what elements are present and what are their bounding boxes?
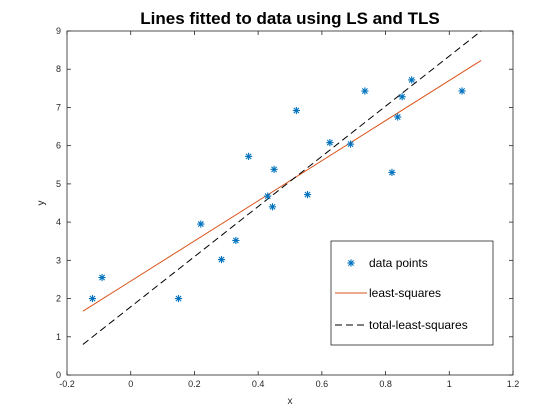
y-tick-label: 8 (56, 64, 61, 74)
legend-label: total-least-squares (369, 318, 468, 332)
x-axis: -0.2 0 0.2 0.4 0.6 0.8 1 1.2 (59, 31, 519, 389)
data-point (88, 294, 97, 303)
data-point (197, 220, 205, 228)
data-point (232, 236, 240, 245)
x-axis-label: x (288, 396, 293, 407)
data-point (270, 165, 278, 173)
x-tick-label: 0.6 (316, 379, 329, 389)
data-point (303, 190, 312, 199)
data-point (388, 168, 396, 177)
data-point (264, 192, 272, 200)
data-point (217, 255, 226, 264)
legend-marker-data-points (347, 259, 355, 267)
legend-label: data points (369, 256, 428, 270)
x-tick-label: 0.2 (188, 379, 201, 389)
data-point (394, 113, 402, 121)
data-point (346, 140, 355, 148)
y-axis-label: y (36, 201, 47, 206)
x-tick-label: 0.4 (252, 379, 265, 389)
y-tick-label: 4 (56, 217, 61, 227)
y-tick-label: 3 (56, 255, 61, 265)
total-least-squares-line (82, 30, 482, 345)
data-point (268, 203, 277, 211)
data-point (458, 87, 466, 95)
legend-label: least-squares (369, 286, 441, 300)
data-point (174, 294, 183, 303)
x-tick-label: -0.2 (59, 379, 75, 389)
data-point (408, 76, 416, 84)
data-point (398, 93, 406, 101)
x-tick-label: 0 (128, 379, 133, 389)
least-squares-line (82, 60, 482, 312)
y-axis: 0 1 2 3 4 5 6 7 8 9 (56, 26, 513, 380)
data-point (326, 139, 334, 147)
data-point (361, 87, 369, 95)
x-tick-label: 1.2 (507, 379, 520, 389)
x-tick-label: 0.8 (379, 379, 392, 389)
chart-title: Lines fitted to data using LS and TLS (140, 9, 439, 28)
legend: data points least-squares total-least-squa… (330, 240, 494, 346)
y-tick-label: 9 (56, 26, 61, 36)
y-tick-label: 6 (56, 141, 61, 151)
x-tick-label: 1 (447, 379, 452, 389)
y-tick-label: 2 (56, 294, 61, 304)
series-layer (82, 30, 482, 345)
y-tick-label: 0 (56, 370, 61, 380)
data-point (244, 152, 253, 160)
data-point (292, 106, 300, 115)
data-point (98, 273, 106, 282)
y-tick-label: 1 (56, 332, 61, 342)
y-tick-label: 5 (56, 179, 61, 189)
y-tick-label: 7 (56, 102, 61, 112)
